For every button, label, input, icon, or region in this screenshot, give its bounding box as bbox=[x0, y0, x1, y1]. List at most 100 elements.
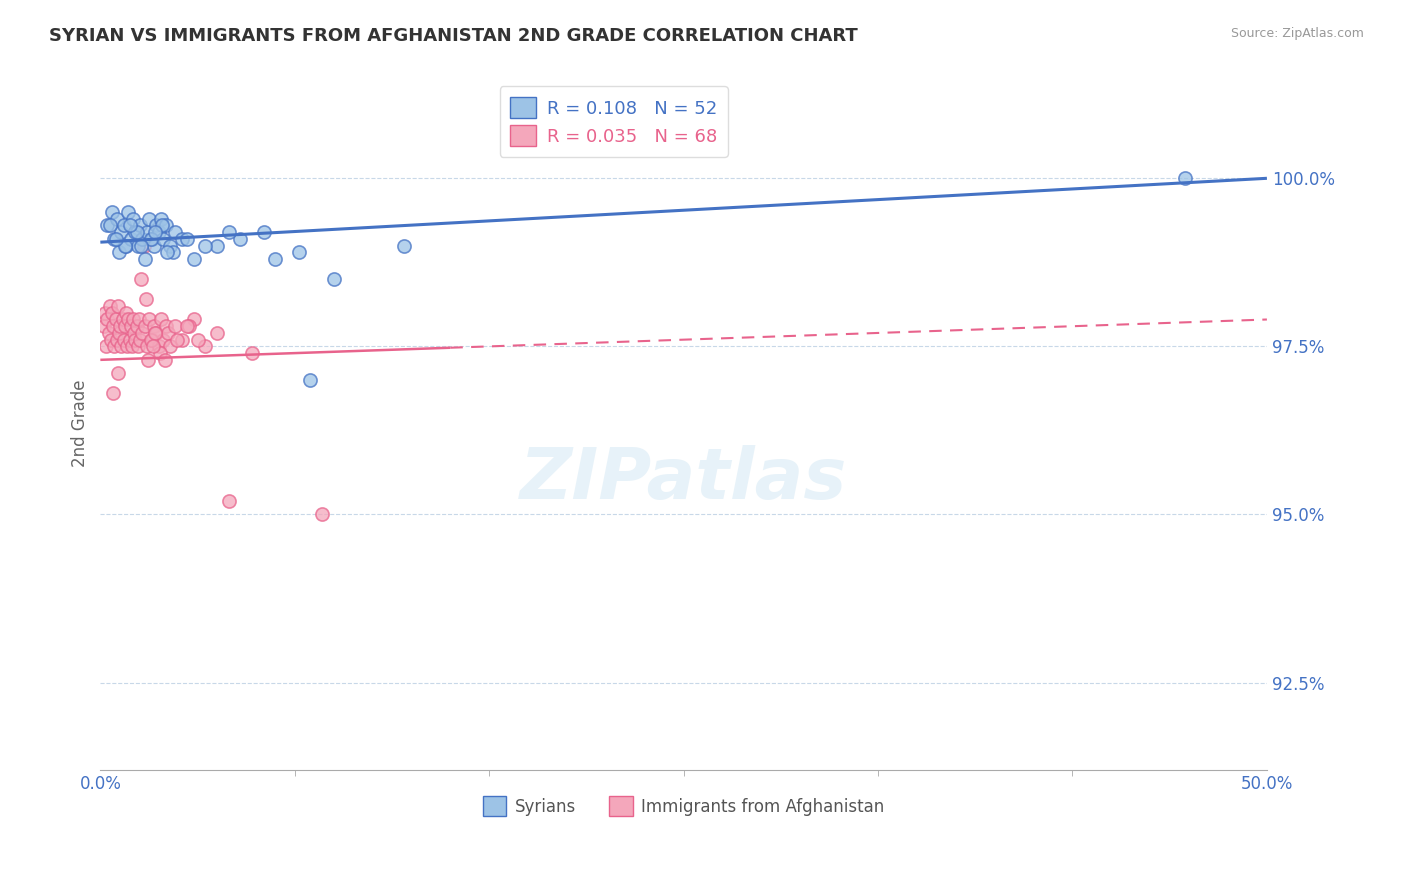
Point bbox=[124, 333, 146, 347]
Point bbox=[287, 245, 309, 260]
Point bbox=[141, 232, 163, 246]
Point bbox=[112, 333, 135, 347]
Point bbox=[114, 319, 136, 334]
Point bbox=[103, 232, 125, 246]
Point bbox=[96, 339, 118, 353]
Point bbox=[129, 272, 152, 286]
Point bbox=[127, 339, 149, 353]
Point bbox=[96, 312, 118, 326]
Point bbox=[177, 319, 200, 334]
Point bbox=[97, 326, 120, 340]
Point bbox=[205, 238, 228, 252]
Point bbox=[128, 312, 150, 326]
Point bbox=[103, 319, 125, 334]
Point bbox=[139, 232, 162, 246]
Point bbox=[120, 319, 142, 334]
Point bbox=[145, 326, 167, 340]
Point bbox=[108, 245, 131, 260]
Point bbox=[240, 346, 263, 360]
Point bbox=[107, 299, 129, 313]
Point bbox=[150, 219, 173, 233]
Point bbox=[129, 219, 152, 233]
Point bbox=[170, 333, 193, 347]
Point bbox=[121, 339, 143, 353]
Point bbox=[125, 319, 148, 334]
Point bbox=[115, 238, 138, 252]
Point bbox=[187, 333, 209, 347]
Point bbox=[118, 333, 141, 347]
Point bbox=[125, 225, 148, 239]
Point bbox=[143, 238, 166, 252]
Point bbox=[134, 252, 156, 266]
Point bbox=[124, 225, 146, 239]
Point bbox=[152, 232, 174, 246]
Point bbox=[129, 333, 152, 347]
Point bbox=[218, 494, 240, 508]
Point bbox=[117, 205, 139, 219]
Point bbox=[166, 333, 188, 347]
Point bbox=[150, 312, 173, 326]
Point bbox=[183, 312, 205, 326]
Point bbox=[110, 225, 132, 239]
Point bbox=[170, 232, 193, 246]
Point bbox=[205, 326, 228, 340]
Point bbox=[162, 245, 184, 260]
Point bbox=[264, 252, 287, 266]
Point bbox=[136, 339, 159, 353]
Point bbox=[120, 232, 142, 246]
Point bbox=[143, 225, 166, 239]
Point bbox=[108, 319, 131, 334]
Point bbox=[105, 333, 128, 347]
Point bbox=[107, 366, 129, 380]
Point bbox=[136, 352, 159, 367]
Point bbox=[98, 219, 121, 233]
Point bbox=[117, 312, 139, 326]
Point bbox=[155, 219, 177, 233]
Point bbox=[159, 238, 181, 252]
Text: SYRIAN VS IMMIGRANTS FROM AFGHANISTAN 2ND GRADE CORRELATION CHART: SYRIAN VS IMMIGRANTS FROM AFGHANISTAN 2N… bbox=[49, 27, 858, 45]
Point bbox=[114, 238, 136, 252]
Point bbox=[129, 238, 152, 252]
Point bbox=[105, 211, 128, 226]
Point bbox=[156, 245, 179, 260]
Point bbox=[122, 326, 145, 340]
Point bbox=[176, 319, 198, 334]
Point bbox=[1174, 171, 1197, 186]
Point bbox=[150, 211, 173, 226]
Point bbox=[159, 339, 181, 353]
Point bbox=[135, 293, 157, 307]
Point bbox=[176, 232, 198, 246]
Point bbox=[104, 312, 127, 326]
Point bbox=[311, 508, 333, 522]
Point bbox=[94, 306, 117, 320]
Point bbox=[100, 333, 122, 347]
Point bbox=[183, 252, 205, 266]
Point bbox=[153, 352, 176, 367]
Point bbox=[104, 232, 127, 246]
Point bbox=[194, 238, 217, 252]
Point bbox=[98, 299, 121, 313]
Point bbox=[299, 373, 322, 387]
Point bbox=[103, 386, 125, 401]
Point bbox=[139, 333, 162, 347]
Point bbox=[136, 225, 159, 239]
Point bbox=[112, 219, 135, 233]
Point bbox=[163, 225, 186, 239]
Point bbox=[142, 339, 165, 353]
Point bbox=[141, 333, 163, 347]
Point bbox=[143, 326, 166, 340]
Point bbox=[155, 319, 177, 334]
Point bbox=[148, 339, 170, 353]
Point bbox=[194, 339, 217, 353]
Point bbox=[143, 319, 166, 334]
Point bbox=[218, 225, 240, 239]
Point bbox=[118, 219, 141, 233]
Point bbox=[134, 319, 156, 334]
Point bbox=[132, 238, 155, 252]
Point bbox=[96, 219, 118, 233]
Text: ZIPatlas: ZIPatlas bbox=[520, 444, 848, 514]
Point bbox=[148, 225, 170, 239]
Point bbox=[152, 333, 174, 347]
Legend: Syrians, Immigrants from Afghanistan: Syrians, Immigrants from Afghanistan bbox=[475, 788, 893, 824]
Point bbox=[101, 306, 124, 320]
